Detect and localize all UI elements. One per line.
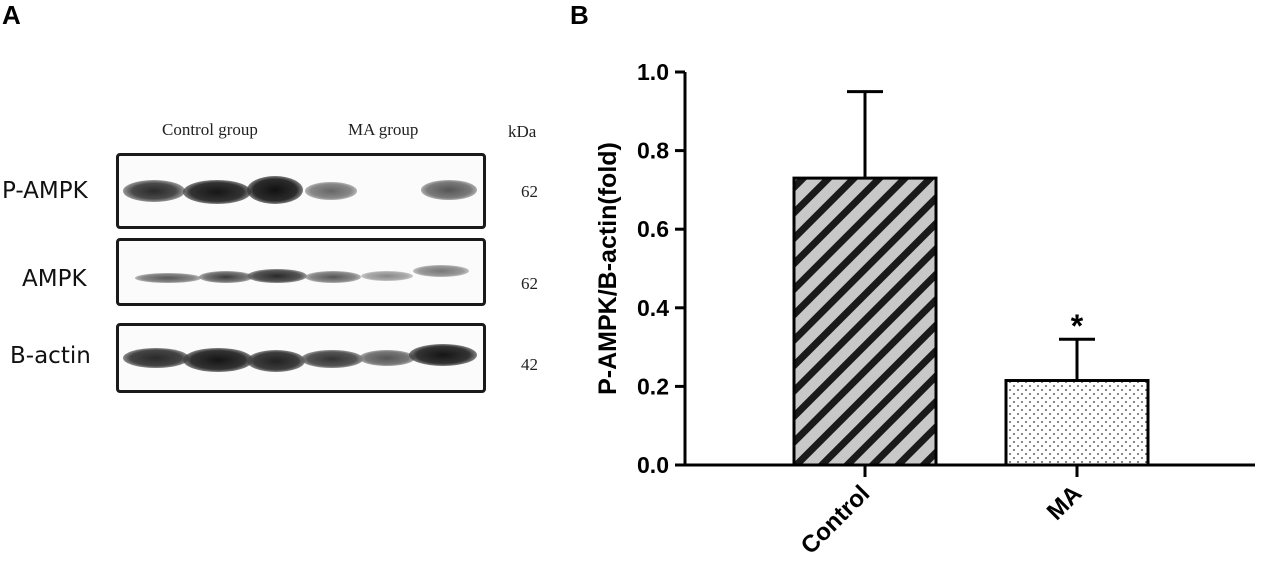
band xyxy=(247,176,303,204)
row-label-b-actin: B-actin xyxy=(10,343,91,369)
x-tick-label-control: Control xyxy=(796,480,875,559)
size-label-b-actin: 42 xyxy=(521,355,538,374)
band xyxy=(199,271,253,283)
x-tick-label-ma: MA xyxy=(1042,480,1087,525)
y-tick-label: 0.4 xyxy=(637,295,669,321)
y-axis-label: P-AMPK/B-actin(fold) xyxy=(594,142,622,395)
band xyxy=(409,344,477,366)
y-tick-label: 0.2 xyxy=(637,373,669,399)
size-label-p-ampk: 62 xyxy=(521,182,538,201)
band xyxy=(421,180,477,200)
band xyxy=(413,265,469,277)
panel-a-label: A xyxy=(2,0,21,30)
bar-chart: 0.0 0.2 0.4 0.6 0.8 1.0 P-AMPK/B-actin(fold) Co… xyxy=(594,59,1255,560)
band xyxy=(135,273,201,283)
band xyxy=(247,269,307,283)
blot-b-actin xyxy=(116,323,486,393)
blot-p-ampk xyxy=(116,153,486,229)
y-tick-label: 1.0 xyxy=(637,59,669,85)
row-label-p-ampk: P-AMPK xyxy=(2,178,88,204)
band xyxy=(123,180,185,202)
significance-asterisk: * xyxy=(1071,308,1084,344)
panel-b-label: B xyxy=(570,0,589,30)
band xyxy=(183,348,253,372)
band xyxy=(183,180,251,204)
band xyxy=(301,350,363,368)
blot-ampk xyxy=(116,238,486,306)
bar-ma xyxy=(1004,379,1150,467)
y-tick-label: 0.6 xyxy=(637,216,669,242)
ma-group-label: MA group xyxy=(348,120,419,139)
y-tick-label: 0.8 xyxy=(637,138,669,164)
band xyxy=(123,348,189,368)
bar-control xyxy=(792,176,938,467)
control-group-label: Control group xyxy=(162,120,258,139)
band xyxy=(361,271,413,281)
y-tick-label: 0.0 xyxy=(637,452,669,478)
size-label-ampk: 62 xyxy=(521,274,538,293)
band xyxy=(359,350,415,366)
band xyxy=(247,350,305,372)
band xyxy=(305,271,361,283)
band xyxy=(305,182,357,200)
kda-header: kDa xyxy=(508,122,537,141)
row-label-ampk: AMPK xyxy=(22,266,87,292)
